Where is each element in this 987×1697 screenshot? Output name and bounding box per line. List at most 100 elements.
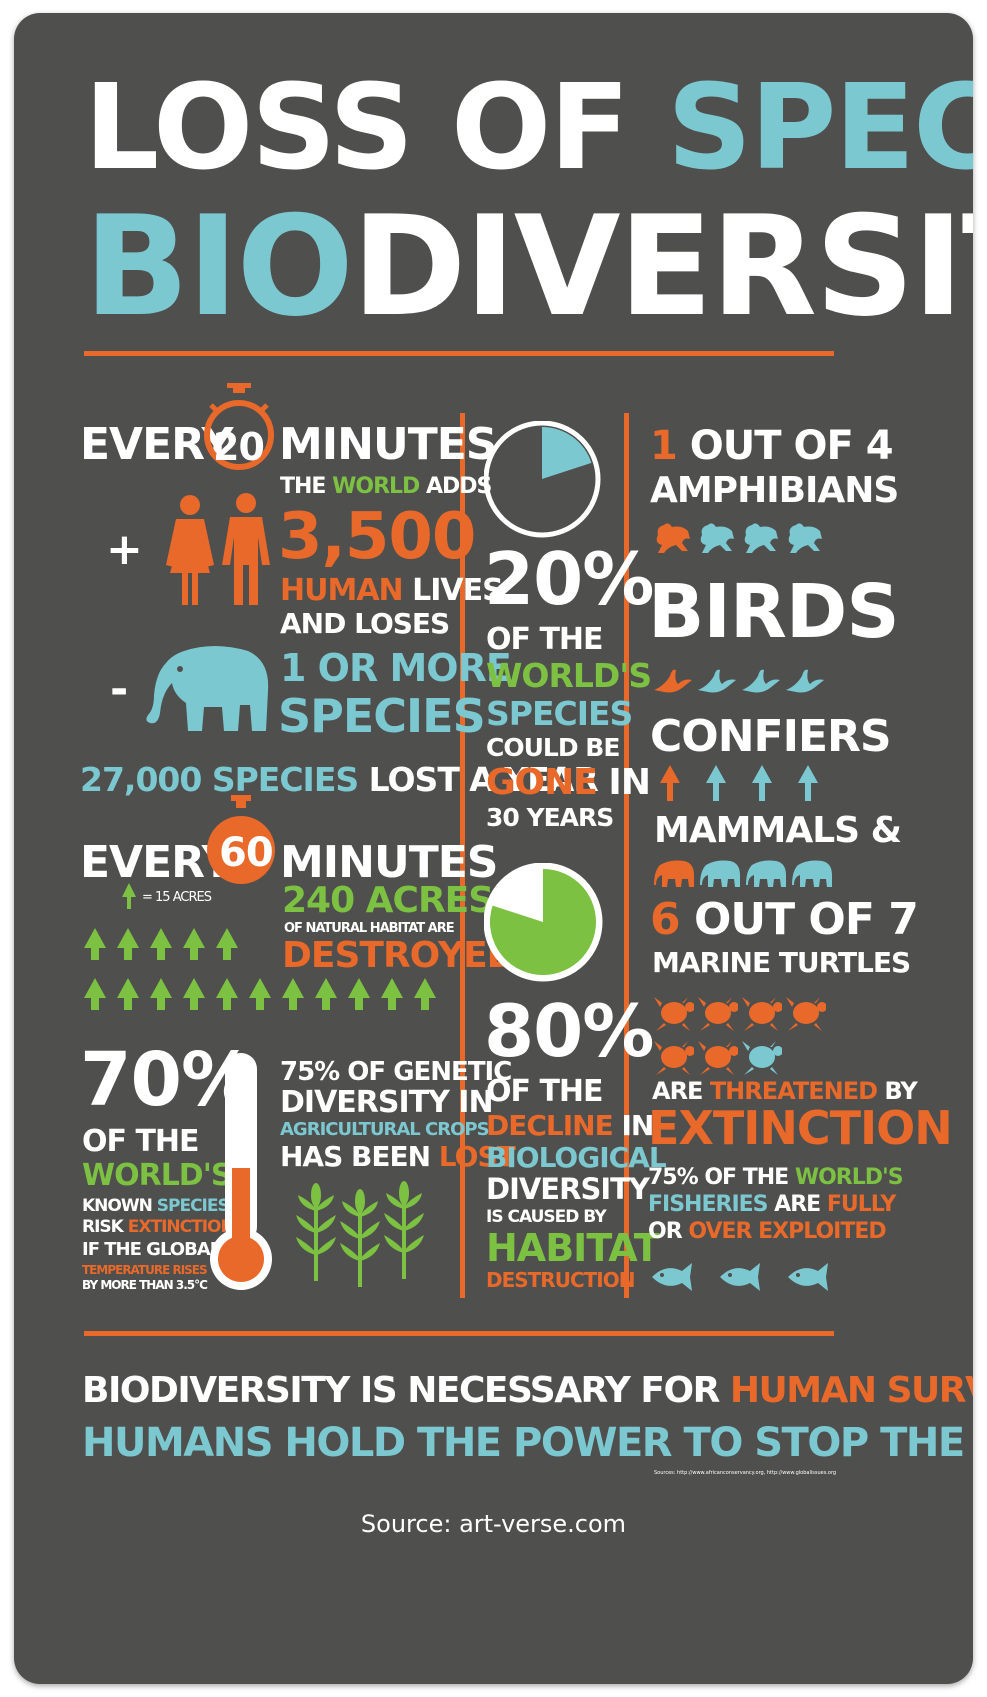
title-bio: BIO [84,186,354,347]
diversity-text: DIVERSITY [486,1172,650,1206]
decline-in-text: DECLINE IN [486,1109,655,1142]
amphibians-text: AMPHIBIANS [650,470,899,511]
known-text: KNOWN [82,1196,153,1216]
in-text-2: IN [621,1109,655,1142]
left-column-divider [460,413,465,1298]
bottom-divider [84,1331,834,1336]
bird-icon [654,668,692,696]
tree-icon [183,928,205,960]
known-species-text: KNOWN SPECIES [82,1196,230,1216]
six-out-of-seven: 6 OUT OF 7 [650,898,919,942]
fish-pct-text: 75% OF THE [648,1165,789,1190]
over-exploited-text: OVER EXPLOITED [688,1219,886,1244]
species-lost-year-text: 27,000 SPECIES LOST A YEAR [80,760,599,799]
title-diversity: DIVERSITY [351,186,973,347]
by-text: BY [884,1077,917,1105]
extinction-text-left: EXTINCTION [127,1217,235,1237]
tree-icon [216,978,238,1010]
of-the-text-mid-2: OF THE [486,1074,604,1109]
bird-icon [742,668,780,696]
are-text-2: ARE [774,1192,821,1217]
one-or-more-text: 1 OR MORE [280,646,512,690]
male-icon [222,493,270,605]
turtle-icon [654,995,695,1033]
the-text: THE [280,474,326,499]
tree-icon [381,978,403,1010]
tree-legend-text: = 15 ACRES [142,890,212,905]
corn-icon [296,1181,336,1281]
corn-icon [384,1179,424,1279]
gone-text: GONE [486,762,598,803]
stopwatch-icon [201,383,277,473]
conifer-icon [660,765,680,801]
thermometer-icon [210,1053,272,1293]
habitat-text: HABITAT [486,1226,660,1270]
marine-turtles-text: MARINE TURTLES [652,946,911,979]
tree-icon [315,978,337,1010]
fisheries-line-1: 75% OF THE WORLD'S [648,1165,904,1190]
fish-worlds-text: WORLD'S [794,1165,904,1190]
destruction-text: DESTRUCTION [486,1268,635,1292]
threatened-text: THREATENED [709,1077,878,1105]
birds-text: BIRDS [648,569,900,655]
of-the-text-left: OF THE [82,1124,200,1159]
if-global-text: IF THE GLOBAL [82,1239,221,1260]
frog-icon [654,521,692,555]
tree-icon [117,978,139,1010]
conifer-icon [706,765,726,801]
species-text: SPECIES [278,689,486,743]
fisheries-line-2: FISHERIES ARE FULLY [648,1192,896,1217]
fish-icon [788,1263,832,1291]
agricultural-crops-text: AGRICULTURAL CROPS [280,1119,490,1140]
tree-icon [183,978,205,1010]
one-out-of-four: 1 OUT OF 4 [650,423,894,469]
turtle-icon [742,1039,783,1077]
out-of-4-text: OUT OF 4 [689,423,894,469]
infographic-card: LOSS OF SPECIES BIODIVERSITY EVERY 20 MI… [14,13,973,1684]
stopwatch-icon [204,795,278,887]
fish-icon [652,1263,696,1291]
lost-a-year-text: LOST A YEAR [368,760,599,799]
worlds-text-left: WORLD'S [82,1158,233,1193]
extinction-text-right: EXTINCTION [648,1101,953,1155]
minus-sign: - [110,664,128,715]
mammal-icon [746,859,786,887]
one-or-text: 1 OR [280,646,378,690]
mammal-icon [700,859,740,887]
every-number-60: 60 [219,830,274,876]
percent-80: 80% [484,989,654,1073]
conifer-icon [752,765,772,801]
gone-in-text: GONE IN [486,762,651,803]
pie-20-percent [483,420,602,539]
species-text-mid: SPECIES [486,694,633,733]
one-text: 1 [650,423,678,469]
every-number-20: 20 [213,425,265,469]
footer-source: Source: art-verse.com [360,1510,627,1538]
tree-icon [84,978,106,1010]
by-more-text: BY MORE THAN 3.5°C [82,1278,208,1292]
right-column-divider [624,413,629,1298]
top-divider [84,351,834,356]
turtle-icon [698,1039,739,1077]
biodiversity-necessary-text: BIODIVERSITY IS NECESSARY FOR [82,1370,730,1411]
mammal-icon [792,859,832,887]
tree-icon [122,883,136,909]
tree-icon [216,928,238,960]
has-been-lost-text: HAS BEEN LOST [280,1143,516,1171]
bird-icon [786,668,824,696]
human-lives-text: HUMAN LIVES [280,573,504,608]
could-be-text: COULD BE [486,733,620,762]
tree-icon [84,928,106,960]
natural-habitat-text: OF NATURAL HABITAT ARE [284,921,455,936]
mammal-icon [654,859,694,887]
are-text: ARE [652,1077,703,1105]
tree-icon [249,978,271,1010]
tree-icon [150,928,172,960]
lives-text: LIVES [412,573,504,608]
species-text-2: SPECIES [156,1196,230,1216]
biological-text: BIOLOGICAL [486,1141,667,1174]
tree-icon [282,978,304,1010]
thirty-years-text: 30 YEARS [486,803,614,832]
title-line-1: LOSS OF SPECIES [84,68,973,186]
percent-20: 20% [484,537,654,621]
